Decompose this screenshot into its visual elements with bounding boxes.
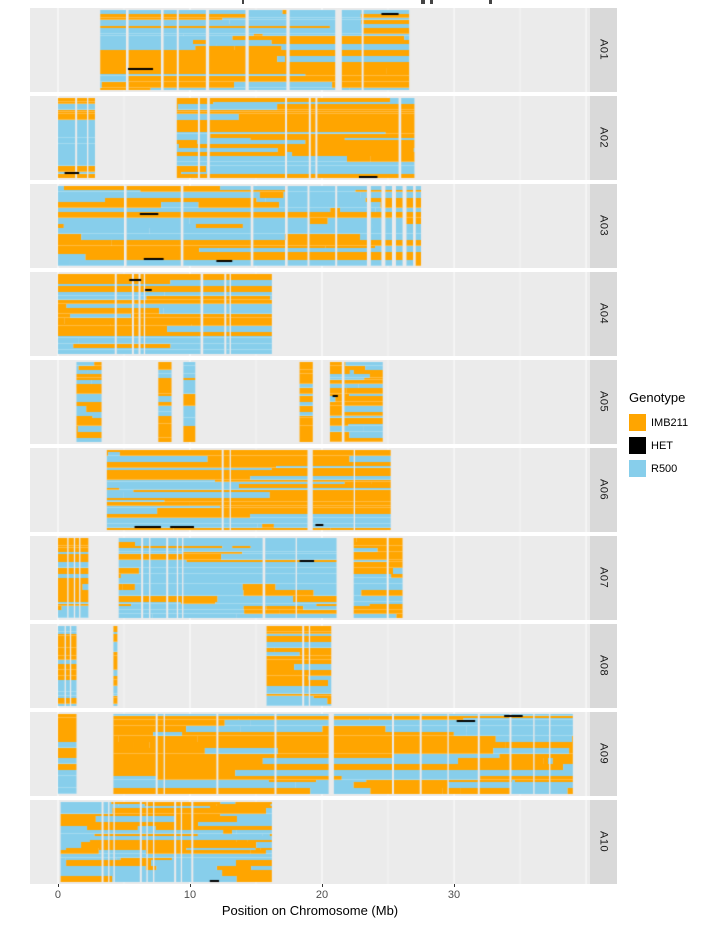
- legend-swatch-r500: [629, 460, 646, 477]
- genotype-canvas-A03: [30, 184, 590, 268]
- facet-strip-A02: A02: [590, 96, 617, 180]
- facet-strip-label: A02: [597, 127, 610, 149]
- facet-strip-label: A07: [597, 567, 610, 589]
- panel-A03: [30, 184, 590, 268]
- facet-strip-A08: A08: [590, 624, 617, 708]
- facet-strip-A06: A06: [590, 448, 617, 532]
- genotype-canvas-A05: [30, 360, 590, 444]
- x-axis-tick-label: 30: [447, 889, 461, 901]
- facet-strip-label: A06: [597, 479, 610, 501]
- clipped-title-fragment: [242, 0, 244, 4]
- legend-title: Genotype: [629, 390, 686, 405]
- x-axis-tick-label: 0: [54, 889, 62, 901]
- genotype-canvas-A09: [30, 712, 590, 796]
- panel-A10: [30, 800, 590, 884]
- facet-strip-label: A10: [597, 831, 610, 853]
- legend-entry-r500: R500: [629, 457, 688, 480]
- facet-strip-label: A05: [597, 391, 610, 413]
- panel-A01: [30, 8, 590, 92]
- legend-label: HET: [651, 439, 673, 452]
- panel-A04: [30, 272, 590, 356]
- facet-strip-A10: A10: [590, 800, 617, 884]
- legend-label: R500: [651, 462, 678, 475]
- facet-strip-label: A09: [597, 743, 610, 765]
- legend-swatch-het: [629, 437, 646, 454]
- facet-strip-A03: A03: [590, 184, 617, 268]
- legend-label: IMB211: [651, 416, 689, 429]
- panel-A05: [30, 360, 590, 444]
- clipped-title-fragment: [430, 0, 433, 4]
- x-axis-tick: [190, 884, 191, 887]
- facet-strip-A05: A05: [590, 360, 617, 444]
- genotype-canvas-A08: [30, 624, 590, 708]
- genotype-canvas-A01: [30, 8, 590, 92]
- panel-A09: [30, 712, 590, 796]
- facet-strip-A09: A09: [590, 712, 617, 796]
- facet-strip-A01: A01: [590, 8, 617, 92]
- genotype-canvas-A10: [30, 800, 590, 884]
- genotype-canvas-A06: [30, 448, 590, 532]
- panel-A06: [30, 448, 590, 532]
- legend-entry-imb211: IMB211: [629, 411, 688, 434]
- facet-strip-label: A08: [597, 655, 610, 677]
- facet-strip-A07: A07: [590, 536, 617, 620]
- genotype-canvas-A02: [30, 96, 590, 180]
- facet-strip-A04: A04: [590, 272, 617, 356]
- facet-strip-label: A04: [597, 303, 610, 325]
- facet-strip-label: A03: [597, 215, 610, 237]
- facet-strip-label: A01: [597, 39, 610, 61]
- legend-entries: IMB211 HET R500: [629, 411, 688, 480]
- panel-A02: [30, 96, 590, 180]
- legend: Genotype IMB211 HET R500: [629, 390, 688, 480]
- x-axis-title: Position on Chromosome (Mb): [221, 903, 399, 918]
- genotype-canvas-A04: [30, 272, 590, 356]
- panel-A08: [30, 624, 590, 708]
- x-axis-tick: [57, 884, 59, 887]
- panel-A07: [30, 536, 590, 620]
- x-axis-tick-label: 20: [315, 889, 329, 901]
- legend-entry-het: HET: [629, 434, 688, 457]
- x-axis-tick: [454, 884, 456, 887]
- x-axis-tick-label: 10: [183, 889, 197, 901]
- genotype-canvas-A07: [30, 536, 590, 620]
- clipped-title-fragment: [421, 0, 425, 4]
- clipped-title-fragment: [489, 0, 492, 4]
- x-axis-tick: [322, 884, 323, 887]
- legend-swatch-imb211: [629, 414, 646, 431]
